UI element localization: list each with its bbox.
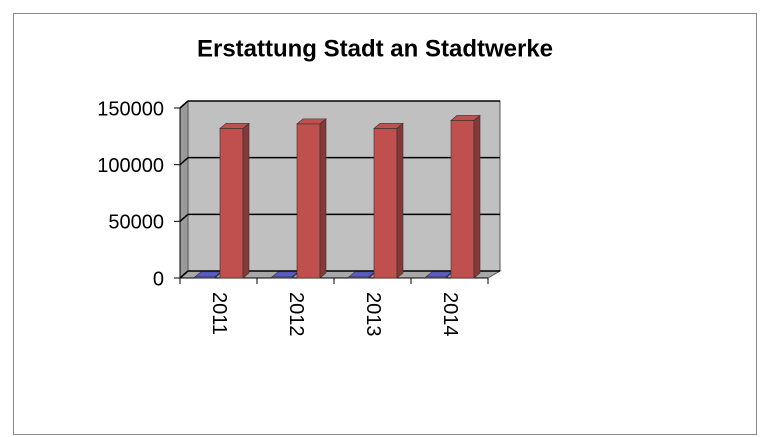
bar-side bbox=[396, 122, 404, 279]
bar-side bbox=[319, 118, 327, 279]
bar bbox=[450, 114, 481, 279]
x-tick-label: 2013 bbox=[362, 292, 384, 337]
grid-line-side bbox=[179, 100, 189, 109]
x-tick-label: 2012 bbox=[285, 292, 307, 337]
y-tick-label: 0 bbox=[153, 268, 164, 290]
grid-line-side bbox=[179, 157, 189, 166]
bar bbox=[194, 271, 222, 279]
bar bbox=[296, 118, 327, 279]
bar bbox=[373, 122, 404, 279]
bar-front bbox=[450, 120, 475, 279]
y-tick-label: 50000 bbox=[108, 212, 164, 234]
side-wall bbox=[179, 99, 189, 280]
x-tick-label: 2014 bbox=[439, 292, 461, 337]
x-tick-label: 2011 bbox=[208, 292, 230, 335]
y-tick-label: 100000 bbox=[97, 155, 164, 177]
bar bbox=[219, 122, 250, 279]
grid-line-side bbox=[179, 213, 189, 222]
chart-title: Erstattung Stadt an Stadtwerke bbox=[197, 35, 553, 62]
bar-side bbox=[242, 122, 250, 279]
bar-side bbox=[473, 114, 481, 279]
grid-line-side bbox=[179, 270, 189, 279]
bar-front bbox=[296, 123, 321, 279]
y-tick-label: 150000 bbox=[97, 98, 164, 120]
bar-front bbox=[219, 128, 244, 279]
bar-front bbox=[373, 128, 398, 279]
